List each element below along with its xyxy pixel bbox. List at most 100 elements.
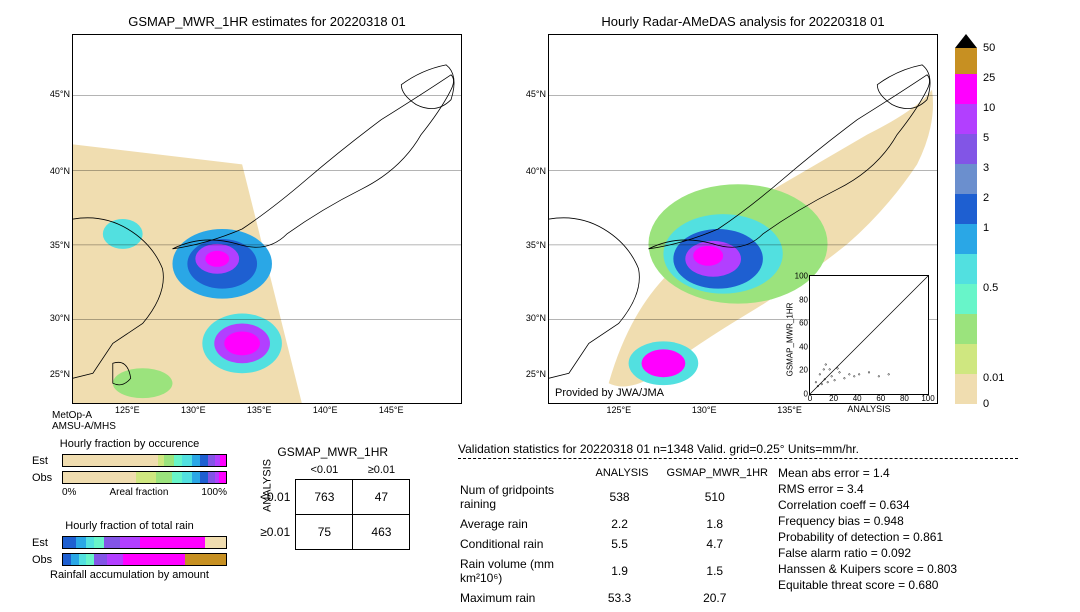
lon-tick: 130°E	[692, 403, 717, 415]
fraction-total: Hourly fraction of total rain Est Obs Ra…	[32, 520, 227, 584]
stats-row-label: Rain volume (mm km²10⁶)	[460, 555, 586, 587]
lon-tick: 125°E	[115, 403, 140, 415]
frac-row-label: Est	[32, 455, 62, 467]
lat-tick: 30°N	[50, 313, 73, 323]
fraction-segment	[63, 537, 76, 548]
colorbar-segment	[955, 134, 977, 164]
colorbar-segment	[955, 314, 977, 344]
stats-value: 510	[659, 481, 776, 513]
satellite-sensor: AMSU-A/MHS	[52, 421, 116, 432]
fraction-segment	[174, 455, 182, 466]
ct-col-header: ≥0.01	[353, 461, 410, 480]
stats-metric: False alarm ratio = 0.092	[778, 545, 1038, 561]
scatter-ytick: 40	[799, 342, 810, 351]
fraction-segment	[140, 537, 205, 548]
fraction-segment	[200, 472, 208, 483]
contingency-table: GSMAP_MWR_1HR ANALYSIS <0.01≥0.01 <0.017…	[255, 445, 410, 550]
scatter-plot: 100 80 60 40 20 0 0 20 40 60 80 100 ANAL…	[809, 275, 929, 395]
stats-title: Validation statistics for 20220318 01 n=…	[458, 442, 1018, 459]
lat-tick: 35°N	[50, 240, 73, 250]
right-map: 45°N 40°N 35°N 30°N 25°N 125°E 130°E 135…	[548, 34, 938, 404]
right-panel-title: Hourly Radar-AMeDAS analysis for 2022031…	[548, 14, 938, 29]
colorbar-arrow-icon	[955, 34, 977, 48]
stats-col-header: GSMAP_MWR_1HR	[659, 467, 776, 479]
lat-tick: 25°N	[526, 369, 549, 379]
colorbar-segment	[955, 104, 977, 134]
scatter-ylabel: GSMAP_MWR_1HR	[786, 303, 795, 377]
scatter-xlabel: ANALYSIS	[847, 394, 890, 414]
fraction-segment	[63, 554, 71, 565]
colorbar-segment	[955, 374, 977, 404]
fraction-segment	[205, 537, 226, 548]
lat-tick: 40°N	[50, 166, 73, 176]
ct-cell: 763	[296, 480, 353, 515]
lon-tick: 135°E	[247, 403, 272, 415]
stats-metric: Equitable threat score = 0.680	[778, 577, 1038, 593]
frac-axis-right: 100%	[201, 487, 227, 498]
stats-value: 4.7	[659, 535, 776, 553]
scatter-xtick: 20	[829, 394, 838, 403]
fraction-segment	[76, 537, 86, 548]
satellite-info: MetOp-A AMSU-A/MHS	[52, 410, 116, 432]
scatter-xtick: 100	[921, 394, 934, 403]
stats-metric: Correlation coeff = 0.634	[778, 497, 1038, 513]
stats-value: 2.2	[588, 515, 657, 533]
colorbar-tick-label: 2	[983, 192, 989, 204]
fraction-footer: Rainfall accumulation by amount	[32, 569, 227, 581]
fraction-segment	[86, 537, 94, 548]
stats-value: 1.9	[588, 555, 657, 587]
fraction-segment	[136, 472, 156, 483]
fraction-segment	[71, 554, 79, 565]
frac-axis-mid: Areal fraction	[109, 487, 168, 498]
scatter-xtick: 80	[900, 394, 909, 403]
fraction-segment	[156, 472, 172, 483]
colorbar-tick-label: 50	[983, 42, 995, 54]
ct-ylabel: ANALYSIS	[262, 459, 274, 512]
ct-cell: 47	[353, 480, 410, 515]
satellite-name: MetOp-A	[52, 410, 116, 421]
fraction-segment	[164, 455, 174, 466]
frac-row-label: Obs	[32, 472, 62, 484]
fraction-segment	[120, 537, 140, 548]
stats-value: 20.7	[659, 589, 776, 607]
stats-value: 1.5	[659, 555, 776, 587]
lon-tick: 130°E	[181, 403, 206, 415]
lat-tick: 45°N	[526, 89, 549, 99]
colorbar-segment	[955, 284, 977, 314]
colorbar-tick-label: 25	[983, 72, 995, 84]
frac-axis-left: 0%	[62, 487, 76, 498]
stats-value: 53.3	[588, 589, 657, 607]
fraction-segment	[104, 537, 120, 548]
stats-value: 1.8	[659, 515, 776, 533]
ct-cell: 463	[353, 515, 410, 550]
colorbar-tick-label: 1	[983, 222, 989, 234]
scatter-xtick: 0	[808, 394, 812, 403]
scatter-ytick: 100	[795, 272, 810, 281]
fraction-segment	[94, 554, 107, 565]
fraction-segment	[192, 455, 200, 466]
lat-tick: 30°N	[526, 313, 549, 323]
fraction-segment	[63, 455, 158, 466]
stats-metric: Hanssen & Kuipers score = 0.803	[778, 561, 1038, 577]
fraction-occurrence: Hourly fraction by occurence Est Obs 0%A…	[32, 438, 227, 498]
ct-main-header: GSMAP_MWR_1HR	[255, 445, 410, 459]
colorbar-segment	[955, 254, 977, 284]
fraction-segment	[200, 455, 208, 466]
provided-by: Provided by JWA/JMA	[555, 387, 664, 399]
ct-cell: 75	[296, 515, 353, 550]
colorbar-tick-label: 5	[983, 132, 989, 144]
left-map: 45°N 40°N 35°N 30°N 25°N 125°E 130°E 135…	[72, 34, 462, 404]
lat-tick: 45°N	[50, 89, 73, 99]
fraction-segment	[192, 472, 200, 483]
validation-stats: Validation statistics for 20220318 01 n=…	[458, 442, 1058, 609]
scatter-ytick: 20	[799, 366, 810, 375]
stats-metric: RMS error = 3.4	[778, 481, 1038, 497]
colorbar-segment	[955, 74, 977, 104]
colorbar	[955, 34, 977, 404]
lon-tick: 125°E	[607, 403, 632, 415]
ct-col-header: <0.01	[296, 461, 353, 480]
scatter-ytick: 80	[799, 295, 810, 304]
stats-metric: Frequency bias = 0.948	[778, 513, 1038, 529]
colorbar-segment	[955, 224, 977, 254]
fraction-segment	[219, 472, 226, 483]
